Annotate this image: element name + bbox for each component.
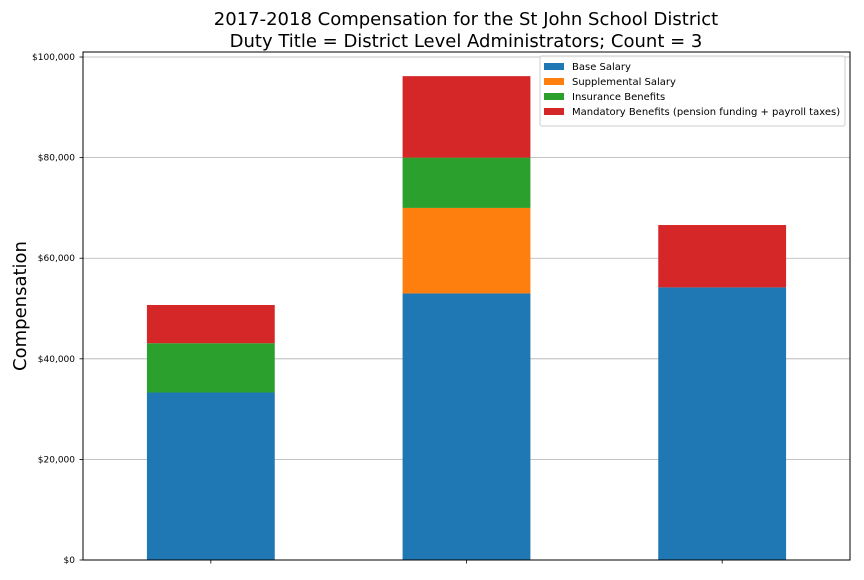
bar-segment — [402, 157, 531, 208]
y-axis-label: Compensation — [10, 241, 31, 371]
legend-swatch — [544, 108, 564, 115]
legend-swatch — [544, 63, 564, 70]
legend-label: Base Salary — [572, 62, 631, 73]
bar-segment — [658, 225, 787, 288]
legend-label: Insurance Benefits — [572, 92, 665, 103]
bar-segment — [402, 207, 531, 294]
y-tick-label: $60,000 — [38, 254, 75, 264]
y-tick-label: $100,000 — [32, 53, 75, 63]
legend-swatch — [544, 93, 564, 100]
bar-segment — [146, 304, 275, 344]
y-tick-label: $80,000 — [38, 154, 75, 164]
legend-box — [539, 55, 846, 127]
chart-title-line-2: Duty Title = District Level Administrato… — [230, 31, 703, 52]
bar-segment — [402, 76, 531, 158]
bar-segment — [146, 343, 275, 393]
y-tick-label: $0 — [64, 556, 76, 566]
x-axis — [210, 560, 723, 564]
bars — [146, 76, 787, 560]
y-tick-label: $40,000 — [38, 355, 75, 365]
legend-label: Supplemental Salary — [572, 77, 676, 88]
bar-segment — [658, 287, 787, 560]
y-axis: $0 $20,000 $40,000 $60,000 $80,000 $100,000 — [32, 53, 83, 566]
legend-label: Mandatory Benefits (pension funding + pa… — [572, 107, 840, 118]
y-tick-label: $20,000 — [38, 455, 75, 465]
legend-swatch — [544, 78, 564, 85]
chart-title-line-1: 2017-2018 Compensation for the St John S… — [214, 9, 718, 30]
legend: Base Salary Supplemental Salary Insurance … — [539, 55, 846, 127]
bar-segment — [146, 392, 275, 560]
bar-segment — [402, 293, 531, 560]
